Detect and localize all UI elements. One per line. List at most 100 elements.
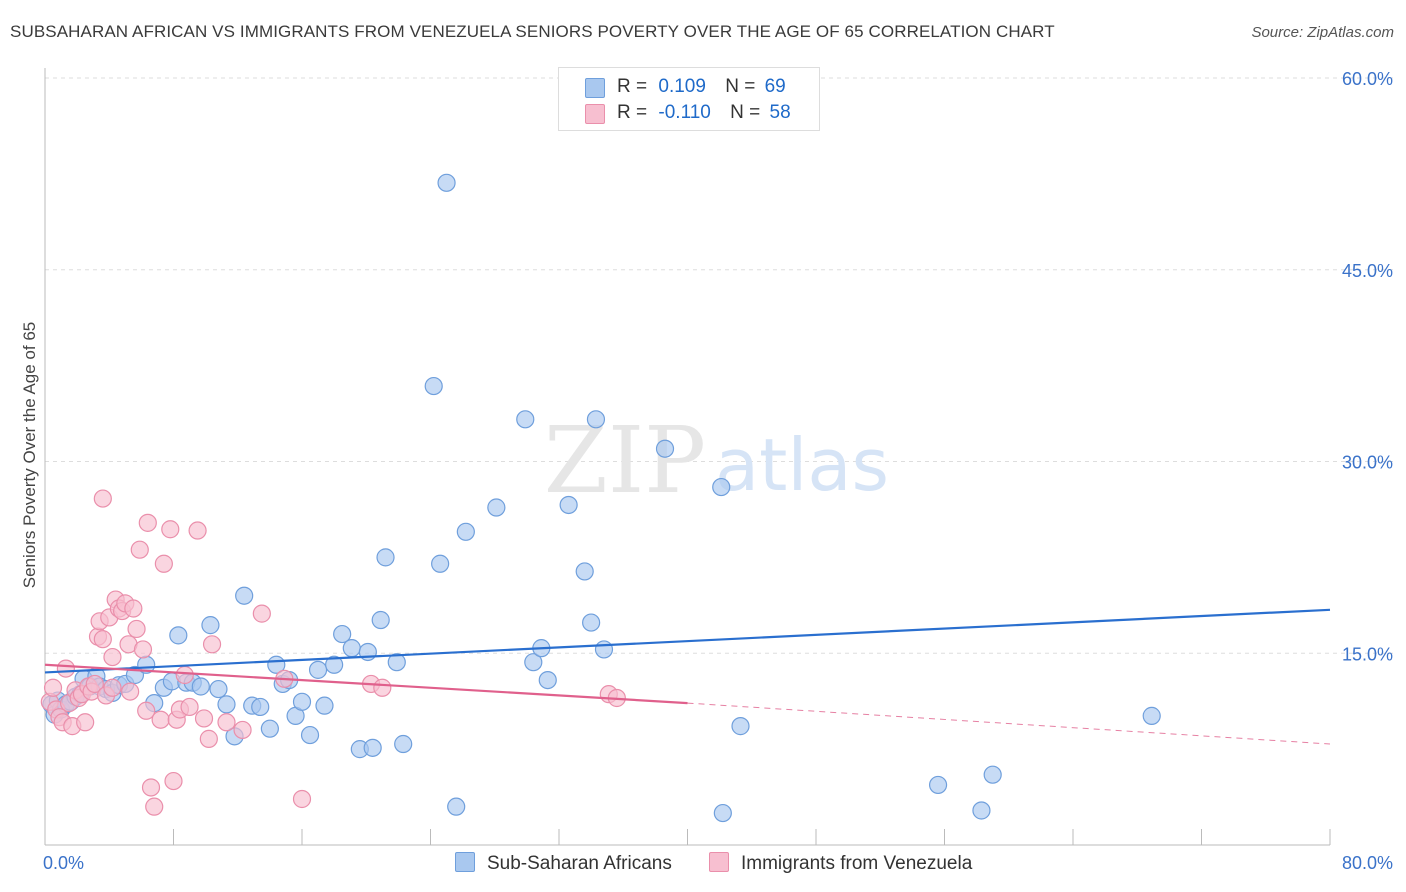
point-subsaharan-25 xyxy=(201,616,220,635)
point-venezuela-46 xyxy=(202,635,222,654)
point-subsaharan-63 xyxy=(582,613,601,632)
point-subsaharan-42 xyxy=(333,624,352,644)
point-subsaharan-32 xyxy=(260,719,279,738)
chart-title: SUBSAHARAN AFRICAN VS IMMIGRANTS FROM VE… xyxy=(10,22,1055,41)
point-subsaharan-26 xyxy=(209,679,228,699)
point-subsaharan-64 xyxy=(586,410,606,429)
point-subsaharan-71 xyxy=(972,801,991,820)
point-subsaharan-58 xyxy=(524,653,543,672)
legend-r-label-1: R = xyxy=(617,76,648,97)
point-venezuela-35 xyxy=(151,710,170,729)
y-tick-label-45: 45.0% xyxy=(1342,261,1393,281)
point-venezuela-53 xyxy=(373,678,392,697)
legend-n-label-2: N = xyxy=(730,102,761,123)
point-subsaharan-67 xyxy=(712,477,731,497)
point-subsaharan-50 xyxy=(394,734,413,754)
point-venezuela-5 xyxy=(56,659,75,678)
correlation-legend: R = 0.109 N = 69 R = -0.110 N = 58 xyxy=(558,67,820,131)
point-venezuela-38 xyxy=(164,771,183,791)
bottom-legend-swatch-pink xyxy=(709,852,729,872)
point-subsaharan-62 xyxy=(575,562,594,581)
axis-layer xyxy=(44,68,1331,846)
point-subsaharan-69 xyxy=(713,803,732,823)
point-venezuela-47 xyxy=(217,713,236,732)
bottom-legend-venezuela: Immigrants from Venezuela xyxy=(709,852,972,875)
point-venezuela-41 xyxy=(175,665,194,685)
trend-line-venezuela xyxy=(44,663,688,705)
point-venezuela-26 xyxy=(121,682,140,701)
point-subsaharan-46 xyxy=(363,738,382,757)
point-subsaharan-72 xyxy=(983,765,1002,784)
source-credit: Source: ZipAtlas.com xyxy=(1251,24,1394,41)
point-venezuela-48 xyxy=(233,720,252,740)
point-venezuela-37 xyxy=(161,520,180,539)
point-venezuela-20 xyxy=(103,647,122,667)
point-venezuela-33 xyxy=(141,778,161,797)
x-tick-label-max: 80.0% xyxy=(1342,853,1393,873)
point-subsaharan-73 xyxy=(1142,706,1161,725)
point-venezuela-30 xyxy=(133,640,153,659)
point-subsaharan-66 xyxy=(655,439,675,458)
point-subsaharan-49 xyxy=(387,653,406,672)
point-venezuela-44 xyxy=(194,709,214,728)
legend-r-value-2: -0.110 xyxy=(658,102,711,123)
point-subsaharan-38 xyxy=(300,725,320,745)
point-subsaharan-31 xyxy=(251,697,270,717)
y-tick-label-15: 15.0% xyxy=(1342,644,1393,664)
legend-swatch-pink xyxy=(585,104,605,124)
point-venezuela-36 xyxy=(154,554,173,573)
trend-layer xyxy=(44,608,1331,745)
point-venezuela-43 xyxy=(188,521,207,540)
legend-n-label-1: N = xyxy=(725,76,756,97)
point-subsaharan-56 xyxy=(487,498,506,517)
point-subsaharan-53 xyxy=(437,173,456,192)
point-venezuela-51 xyxy=(292,789,312,809)
legend-swatch-blue xyxy=(585,78,605,98)
point-subsaharan-68 xyxy=(731,717,750,736)
tick-label-layer: 15.0% 30.0% 45.0% 60.0% 0.0% 80.0% xyxy=(43,69,1393,873)
point-subsaharan-40 xyxy=(315,696,334,715)
point-subsaharan-65 xyxy=(594,640,614,659)
bottom-legend-label-venezuela: Immigrants from Venezuela xyxy=(741,853,973,874)
point-venezuela-42 xyxy=(180,697,199,717)
point-venezuela-34 xyxy=(145,797,164,816)
point-subsaharan-57 xyxy=(516,410,535,429)
bottom-legend-label-subsaharan: Sub-Saharan Africans xyxy=(487,853,672,874)
point-subsaharan-61 xyxy=(559,495,578,515)
point-subsaharan-29 xyxy=(235,586,254,605)
point-venezuela-17 xyxy=(93,630,112,649)
point-venezuela-55 xyxy=(93,489,112,508)
point-subsaharan-41 xyxy=(325,655,344,674)
point-venezuela-49 xyxy=(252,604,271,623)
point-subsaharan-70 xyxy=(928,775,948,795)
x-tick-label-min: 0.0% xyxy=(43,853,84,873)
point-venezuela-31 xyxy=(137,701,156,720)
y-tick-label-30: 30.0% xyxy=(1342,453,1393,473)
point-venezuela-32 xyxy=(138,513,157,532)
point-subsaharan-48 xyxy=(376,548,395,567)
legend-n-value-2: 58 xyxy=(769,102,791,123)
point-venezuela-11 xyxy=(76,713,95,732)
watermark-atlas: atlas xyxy=(715,423,889,507)
point-subsaharan-37 xyxy=(292,692,312,711)
trend-extension-venezuela xyxy=(687,702,1331,745)
point-venezuela-14 xyxy=(85,674,104,694)
trend-line-subsaharan xyxy=(44,608,1331,674)
y-tick-label-60: 60.0% xyxy=(1342,69,1393,89)
point-subsaharan-54 xyxy=(447,797,466,816)
legend-r-value-1: 0.109 xyxy=(658,76,706,97)
bottom-legend-swatch-blue xyxy=(455,852,475,872)
point-venezuela-45 xyxy=(199,729,218,748)
point-subsaharan-39 xyxy=(308,660,328,679)
legend-n-value-1: 69 xyxy=(764,76,786,97)
point-subsaharan-27 xyxy=(217,695,236,714)
point-venezuela-1 xyxy=(43,678,63,697)
point-subsaharan-60 xyxy=(538,670,557,690)
point-subsaharan-55 xyxy=(456,522,475,541)
point-subsaharan-43 xyxy=(342,639,361,658)
point-venezuela-54 xyxy=(103,678,122,697)
point-subsaharan-21 xyxy=(169,626,188,645)
point-subsaharan-47 xyxy=(371,610,390,630)
point-subsaharan-52 xyxy=(431,554,450,573)
